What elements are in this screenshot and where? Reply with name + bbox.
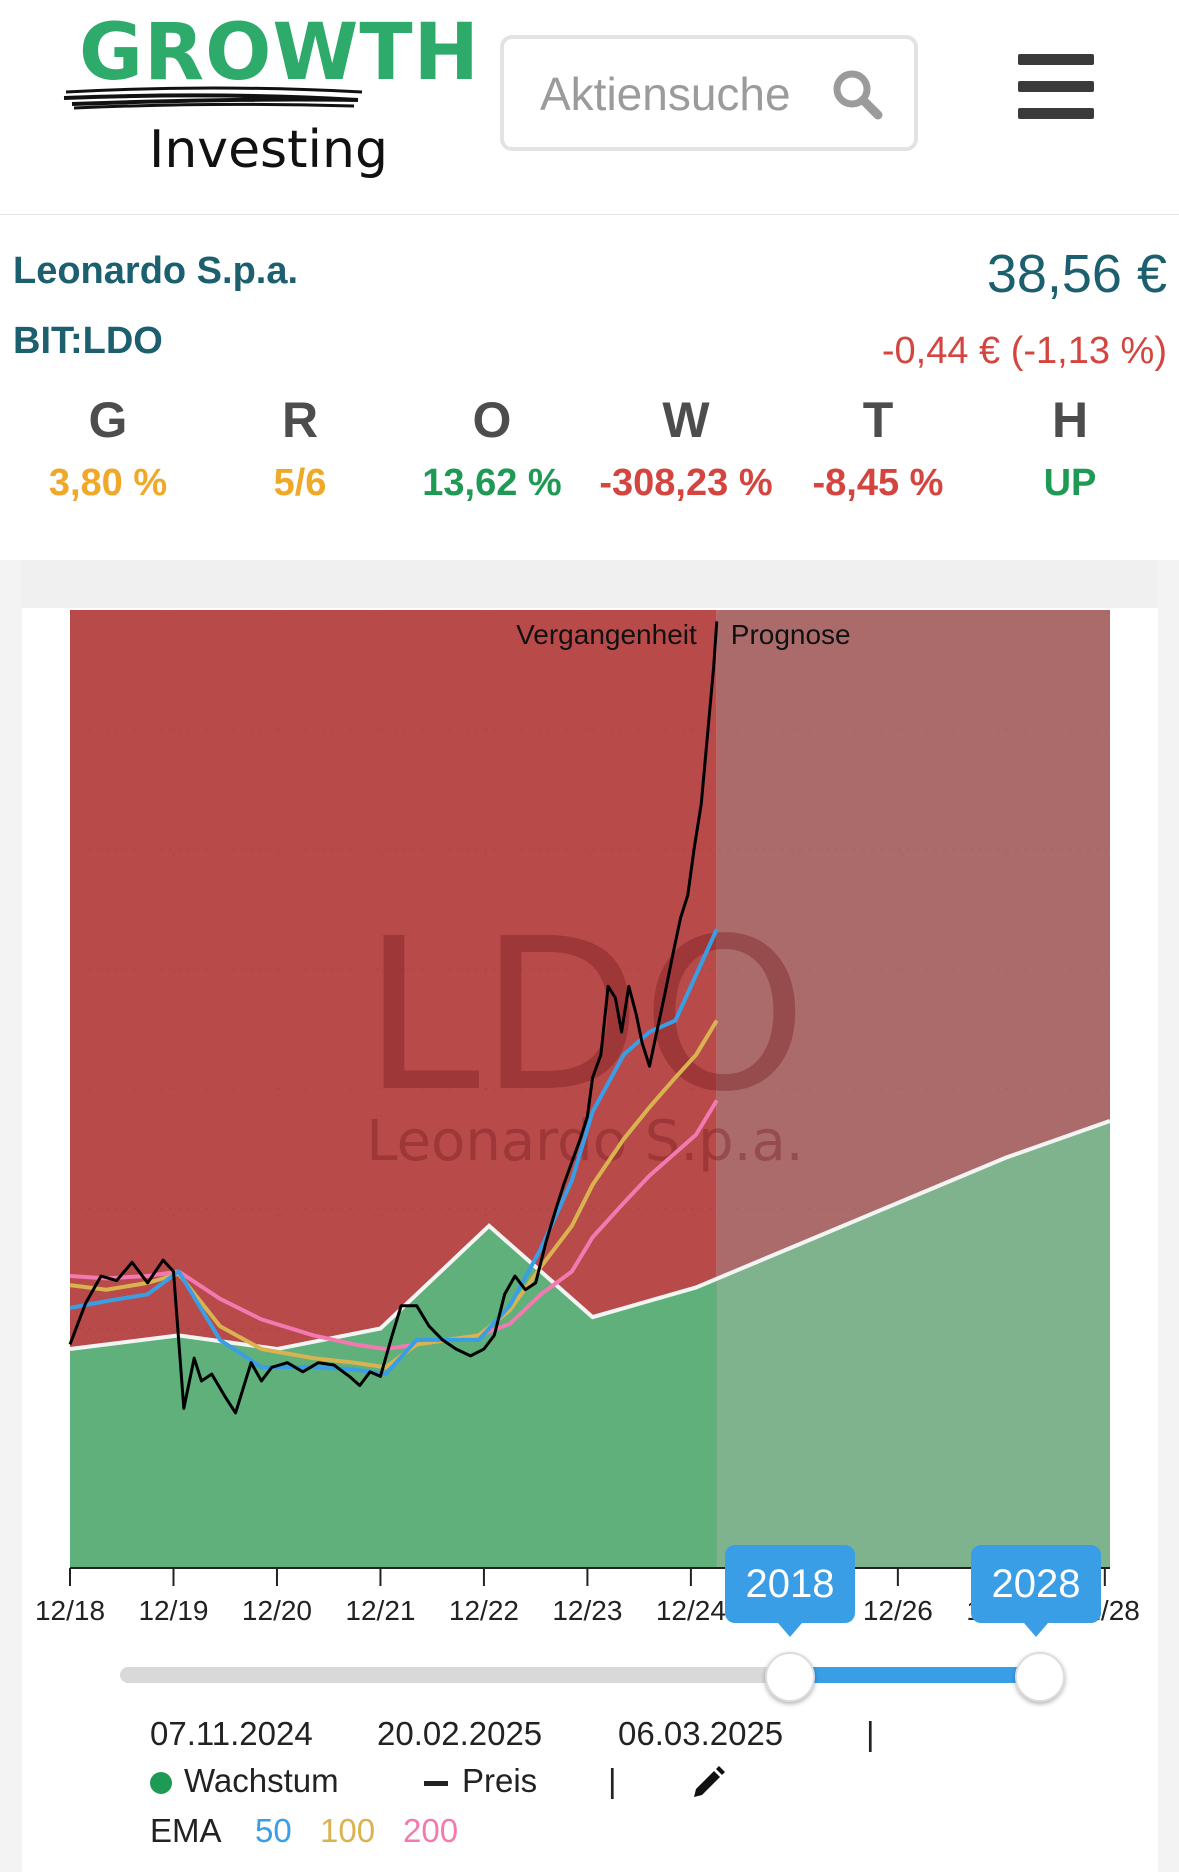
hamburger-menu-icon[interactable] xyxy=(1018,52,1094,122)
x-tick-label: 12/26 xyxy=(863,1595,933,1626)
x-tick-label: 12/22 xyxy=(449,1595,519,1626)
metric-value: -308,23 % xyxy=(599,462,773,504)
metric-label: W xyxy=(662,392,710,448)
ema-50-toggle[interactable]: 50 xyxy=(255,1812,292,1849)
pencil-icon[interactable] xyxy=(688,1765,726,1803)
range-end-bubble: 2028 xyxy=(971,1545,1101,1637)
header: GROWTH Investing xyxy=(0,0,1179,215)
watermark-symbol: LDO xyxy=(363,893,807,1138)
metric-r[interactable]: R 5/6 xyxy=(204,385,396,511)
logo-title: GROWTH xyxy=(79,8,480,98)
x-tick-label: 12/18 xyxy=(35,1595,105,1626)
metric-w[interactable]: W -308,23 % xyxy=(588,385,784,511)
legend-price-label: Preis xyxy=(462,1762,538,1799)
growth-line xyxy=(69,1119,1111,1352)
x-tick-label: 12/23 xyxy=(552,1595,622,1626)
date-link[interactable]: 07.11.2024 xyxy=(150,1715,313,1752)
stock-search-input[interactable] xyxy=(540,65,830,123)
metric-label: T xyxy=(862,392,894,448)
x-tick-label: 12/20 xyxy=(242,1595,312,1626)
metric-label: O xyxy=(472,392,512,448)
metric-value: 5/6 xyxy=(273,462,327,504)
stock-ticker: BIT:LDO xyxy=(13,320,163,362)
range-start-bubble: 2018 xyxy=(725,1545,855,1637)
x-tick-label: 12/21 xyxy=(345,1595,415,1626)
metric-t[interactable]: T -8,45 % xyxy=(782,385,974,511)
metric-value: UP xyxy=(1043,462,1097,504)
ema-200-toggle[interactable]: 200 xyxy=(403,1812,459,1849)
logo-underline-scribble xyxy=(63,86,363,110)
metric-label: R xyxy=(281,392,319,448)
date-link[interactable]: 06.03.2025 xyxy=(618,1715,784,1752)
stock-search-box[interactable] xyxy=(500,35,918,151)
stock-name: Leonardo S.p.a. xyxy=(13,250,299,292)
growth-area-past xyxy=(70,1225,717,1568)
ema-100-toggle[interactable]: 100 xyxy=(320,1812,376,1849)
chart-card-header xyxy=(22,560,1158,608)
legend-growth-label: Wachstum xyxy=(184,1762,339,1799)
logo-subtitle: Investing xyxy=(149,120,388,180)
stock-price: 38,56 € xyxy=(986,244,1167,304)
metric-value: -8,45 % xyxy=(812,462,944,504)
date-link[interactable]: 20.02.2025 xyxy=(377,1715,543,1752)
separator: | xyxy=(608,1762,617,1799)
dash-icon xyxy=(424,1780,448,1786)
stock-price-change: -0,44 € (-1,13 %) xyxy=(881,330,1167,372)
legend-price[interactable]: Preis xyxy=(424,1762,537,1800)
metric-value: 13,62 % xyxy=(422,462,562,504)
legend-growth[interactable]: Wachstum xyxy=(150,1762,339,1800)
growth-investing-logo[interactable]: GROWTH Investing xyxy=(62,8,479,188)
metric-label: G xyxy=(88,392,128,448)
range-slider-fill xyxy=(790,1667,1040,1683)
metric-g[interactable]: G 3,80 % xyxy=(12,385,204,511)
range-slider-end-handle[interactable] xyxy=(1015,1652,1065,1702)
separator: | xyxy=(866,1715,875,1752)
green-dot-icon xyxy=(150,1772,172,1795)
stock-info-panel: Leonardo S.p.a. BIT:LDO 38,56 € -0,44 € … xyxy=(0,215,1179,560)
price-line xyxy=(68,621,719,1415)
search-icon[interactable] xyxy=(830,67,884,121)
metric-h[interactable]: H UP xyxy=(974,385,1166,511)
ema-label: EMA xyxy=(150,1812,222,1849)
forecast-label: Prognose xyxy=(731,619,851,650)
past-label: Vergangenheit xyxy=(516,619,697,650)
growth-chart[interactable]: LDO Leonardo S.p.a. Vergangenheit Progno… xyxy=(0,0,1179,1640)
growth-area-forecast xyxy=(716,1120,1110,1568)
metric-value: 3,80 % xyxy=(48,462,168,504)
metric-label: H xyxy=(1051,392,1089,448)
metric-o[interactable]: O 13,62 % xyxy=(396,385,588,511)
range-slider-start-handle[interactable] xyxy=(765,1652,815,1702)
x-tick-label: 12/19 xyxy=(138,1595,208,1626)
x-tick-label: 12/24 xyxy=(656,1595,726,1626)
